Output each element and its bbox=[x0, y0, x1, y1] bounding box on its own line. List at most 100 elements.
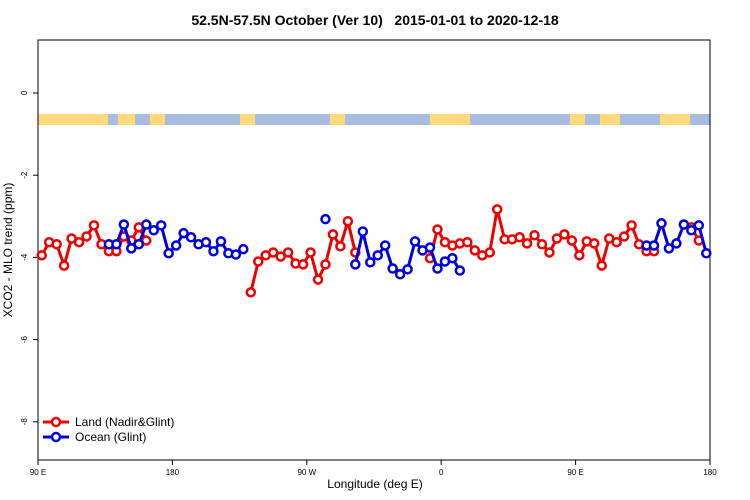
point bbox=[350, 259, 361, 270]
point bbox=[402, 264, 413, 275]
point bbox=[200, 236, 212, 248]
point bbox=[686, 225, 697, 236]
plot-frame bbox=[37, 39, 711, 461]
point bbox=[245, 287, 257, 298]
point bbox=[379, 240, 391, 251]
y-tick-label: 0 bbox=[20, 90, 29, 95]
point bbox=[208, 245, 219, 257]
point bbox=[656, 218, 667, 229]
x-tick-label: 90 W bbox=[297, 468, 316, 477]
point bbox=[267, 247, 279, 258]
point bbox=[327, 229, 339, 240]
y-tick-label: -8 bbox=[20, 418, 29, 426]
point bbox=[357, 226, 369, 237]
legend-label: Land (Nadir&Glint) bbox=[75, 415, 174, 429]
point bbox=[529, 229, 540, 241]
point bbox=[297, 259, 309, 270]
point bbox=[141, 219, 152, 230]
point bbox=[432, 224, 443, 235]
point bbox=[185, 232, 197, 243]
point bbox=[551, 233, 563, 244]
point bbox=[111, 238, 122, 250]
x-axis-label: Longitude (deg E) bbox=[327, 477, 422, 491]
point bbox=[618, 231, 630, 242]
point bbox=[320, 259, 331, 270]
point bbox=[238, 243, 249, 255]
point bbox=[230, 249, 242, 260]
point bbox=[693, 220, 705, 231]
point bbox=[88, 220, 100, 231]
point bbox=[320, 213, 331, 225]
x-tick-label: 90 E bbox=[567, 468, 583, 477]
point bbox=[312, 274, 324, 285]
y-tick-label: -6 bbox=[20, 335, 29, 343]
point bbox=[335, 241, 346, 252]
point bbox=[701, 248, 712, 259]
point bbox=[148, 225, 159, 236]
point bbox=[409, 236, 421, 247]
x-tick-label: 180 bbox=[166, 468, 180, 477]
point bbox=[454, 265, 466, 276]
point bbox=[611, 236, 622, 248]
point bbox=[305, 247, 316, 258]
point bbox=[215, 236, 227, 247]
point bbox=[73, 236, 85, 248]
x-tick-label: 90 E bbox=[30, 468, 46, 477]
point bbox=[126, 243, 137, 254]
point bbox=[484, 247, 495, 258]
point bbox=[626, 220, 637, 231]
point bbox=[36, 250, 47, 261]
point bbox=[253, 256, 264, 267]
y-axis-label: XCO2 - MLO trend (ppm) bbox=[1, 183, 15, 318]
series-line bbox=[40, 208, 701, 293]
point bbox=[671, 238, 682, 249]
point bbox=[387, 263, 398, 274]
series bbox=[103, 213, 712, 280]
point bbox=[559, 229, 570, 240]
point bbox=[170, 240, 182, 251]
point bbox=[133, 238, 145, 250]
point bbox=[282, 247, 294, 258]
point bbox=[663, 243, 675, 254]
point bbox=[521, 238, 533, 249]
x-tick-label: 0 bbox=[439, 468, 444, 477]
point bbox=[589, 238, 600, 249]
y-tick-label: -4 bbox=[20, 253, 29, 261]
point bbox=[365, 257, 376, 268]
point bbox=[566, 235, 578, 246]
point bbox=[462, 236, 473, 248]
point bbox=[432, 263, 443, 274]
legend-label: Ocean (Glint) bbox=[75, 430, 146, 444]
legend: Land (Nadir&Glint)Ocean (Glint) bbox=[43, 415, 174, 444]
point bbox=[447, 252, 458, 264]
point bbox=[372, 250, 383, 261]
point bbox=[58, 260, 70, 271]
point bbox=[342, 215, 354, 227]
ocean-strip bbox=[108, 114, 710, 125]
point bbox=[81, 231, 92, 242]
point bbox=[178, 227, 189, 239]
legend-marker bbox=[50, 416, 62, 428]
point bbox=[678, 219, 690, 230]
point bbox=[514, 232, 525, 243]
chart-title: 52.5N-57.5N October (Ver 10) 2015-01-01 … bbox=[191, 12, 559, 28]
surface-mask bbox=[38, 114, 710, 125]
point bbox=[648, 240, 660, 251]
point bbox=[394, 268, 406, 280]
point bbox=[51, 238, 62, 250]
point bbox=[155, 220, 167, 231]
point bbox=[544, 247, 555, 258]
legend-marker bbox=[50, 431, 62, 443]
x-tick-label: 180 bbox=[703, 468, 717, 477]
point bbox=[424, 242, 436, 253]
point bbox=[163, 248, 174, 259]
point bbox=[574, 250, 585, 261]
point bbox=[469, 245, 481, 256]
point bbox=[596, 260, 607, 271]
point bbox=[275, 251, 286, 262]
point bbox=[491, 204, 503, 215]
point bbox=[536, 238, 548, 250]
series bbox=[36, 204, 705, 298]
y-tick-label: -2 bbox=[20, 171, 29, 179]
